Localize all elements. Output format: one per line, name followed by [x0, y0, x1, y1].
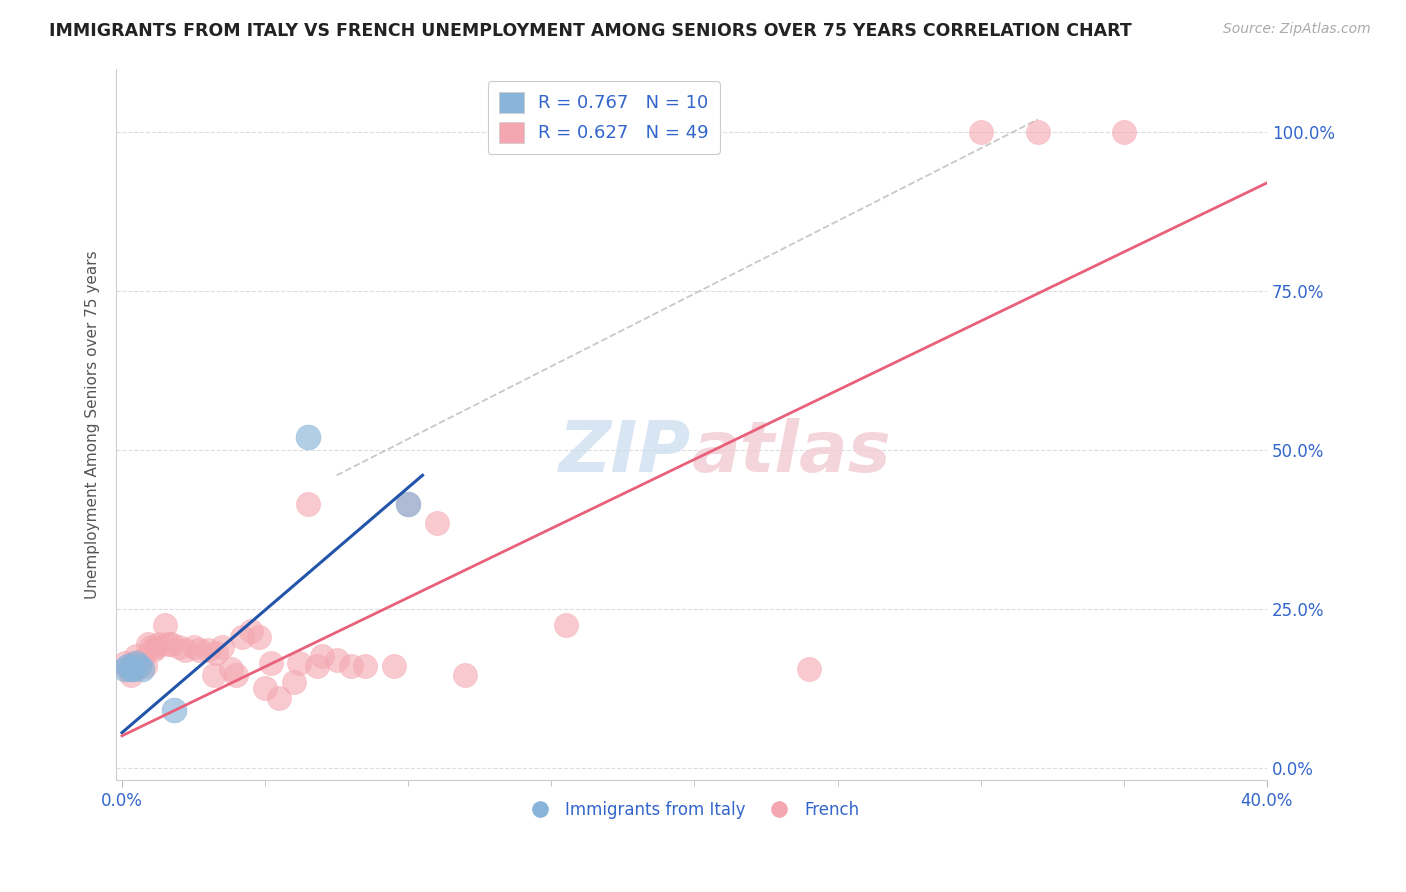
Point — [325, 652, 347, 666]
Point — [159, 637, 181, 651]
Point — [128, 659, 150, 673]
Point — [311, 649, 333, 664]
Point — [156, 637, 179, 651]
Point — [120, 662, 142, 676]
Point — [239, 624, 262, 638]
Point — [554, 617, 576, 632]
Point — [125, 649, 148, 664]
Point — [231, 630, 253, 644]
Point — [202, 668, 225, 682]
Point — [131, 662, 153, 676]
Point — [188, 643, 211, 657]
Text: ZIP: ZIP — [560, 418, 692, 487]
Point — [134, 659, 156, 673]
Point — [1026, 125, 1049, 139]
Point — [117, 662, 139, 676]
Point — [426, 516, 449, 530]
Text: atlas: atlas — [692, 418, 891, 487]
Point — [297, 430, 319, 444]
Point — [382, 659, 405, 673]
Point — [305, 659, 328, 673]
Point — [396, 497, 419, 511]
Point — [125, 656, 148, 670]
Point — [205, 646, 228, 660]
Point — [269, 690, 291, 705]
Point — [167, 640, 190, 654]
Point — [225, 668, 247, 682]
Point — [128, 656, 150, 670]
Point — [162, 703, 184, 717]
Point — [260, 656, 283, 670]
Point — [183, 640, 205, 654]
Point — [396, 497, 419, 511]
Point — [797, 662, 820, 676]
Point — [283, 674, 305, 689]
Point — [142, 643, 165, 657]
Point — [136, 637, 159, 651]
Point — [174, 643, 197, 657]
Point — [354, 659, 377, 673]
Point — [122, 662, 145, 676]
Point — [1112, 125, 1135, 139]
Point — [117, 659, 139, 673]
Text: IMMIGRANTS FROM ITALY VS FRENCH UNEMPLOYMENT AMONG SENIORS OVER 75 YEARS CORRELA: IMMIGRANTS FROM ITALY VS FRENCH UNEMPLOY… — [49, 22, 1132, 40]
Point — [254, 681, 277, 695]
Point — [153, 617, 176, 632]
Point — [219, 662, 242, 676]
Text: Source: ZipAtlas.com: Source: ZipAtlas.com — [1223, 22, 1371, 37]
Y-axis label: Unemployment Among Seniors over 75 years: Unemployment Among Seniors over 75 years — [86, 250, 100, 599]
Point — [131, 652, 153, 666]
Point — [114, 656, 136, 670]
Point — [197, 643, 219, 657]
Point — [340, 659, 363, 673]
Point — [145, 640, 167, 654]
Point — [114, 662, 136, 676]
Point — [969, 125, 991, 139]
Point — [139, 640, 162, 654]
Point — [148, 637, 170, 651]
Point — [122, 656, 145, 670]
Point — [247, 630, 270, 644]
Point — [120, 668, 142, 682]
Legend: Immigrants from Italy, French: Immigrants from Italy, French — [517, 794, 866, 825]
Point — [297, 497, 319, 511]
Point — [454, 668, 477, 682]
Point — [211, 640, 233, 654]
Point — [288, 656, 311, 670]
